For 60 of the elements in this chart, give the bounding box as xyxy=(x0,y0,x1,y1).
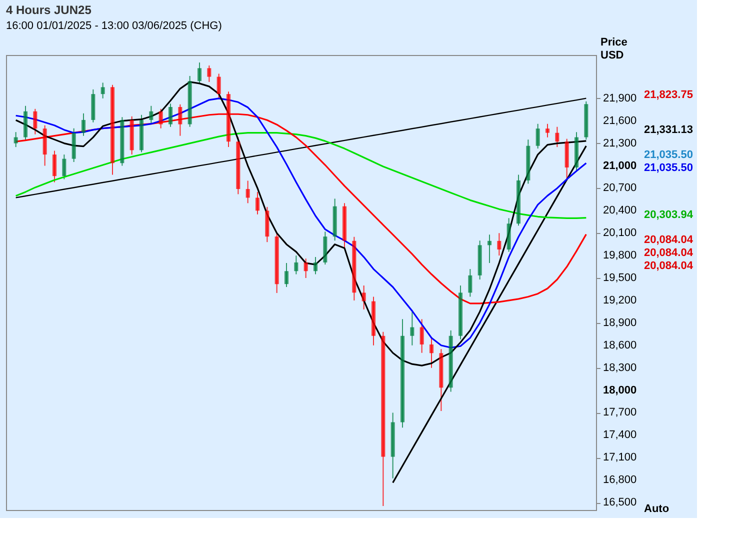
y-tick-label: 20,700 xyxy=(603,182,637,194)
candlestick xyxy=(410,311,414,346)
candlestick xyxy=(149,105,154,124)
candlestick xyxy=(33,108,38,135)
y-tick-label: 18,600 xyxy=(603,339,637,352)
candlestick xyxy=(207,64,212,82)
candlestick xyxy=(256,191,260,215)
text: 21,331.13 xyxy=(644,124,693,136)
y-tick-label: 19,500 xyxy=(603,272,637,284)
text: 21,035.50 xyxy=(644,162,693,174)
candlestick xyxy=(14,132,18,148)
y-axis-title: Price USD xyxy=(600,36,628,62)
y-tick-label: 18,000 xyxy=(603,384,637,396)
text: 21,823.75 xyxy=(644,89,693,101)
y-tick-label: 20,100 xyxy=(603,227,637,240)
y-tick-label: 19,200 xyxy=(603,294,637,306)
y-tick-label: 17,400 xyxy=(603,429,637,442)
y-tick-label: 16,800 xyxy=(603,474,637,486)
y-tick-label: 21,000 xyxy=(603,160,637,172)
chart-subtitle: 16:00 01/01/2025 - 13:00 03/06/2025 (CHG) xyxy=(6,20,222,32)
candlestick xyxy=(468,268,472,298)
text: Auto xyxy=(644,503,670,515)
candlestick xyxy=(100,82,105,99)
y-tick-label: 21,600 xyxy=(603,114,637,127)
y-tick-label: 20,400 xyxy=(603,204,637,217)
y-tick-label: 21,300 xyxy=(603,137,637,150)
candlestick xyxy=(430,337,434,368)
text: 20,084.04 xyxy=(644,234,694,246)
text: 21,035.50 xyxy=(644,149,693,161)
candlestick xyxy=(246,180,250,204)
candlestick xyxy=(294,255,298,275)
y-tick-label: 17,700 xyxy=(603,406,637,419)
text: 20,303.94 xyxy=(644,209,694,221)
y-tick-label: 17,100 xyxy=(603,452,637,464)
line-series xyxy=(15,132,587,219)
candlestick xyxy=(546,123,550,138)
y-tick-label: 16,500 xyxy=(603,496,637,509)
candlestick xyxy=(216,73,221,99)
text: 20,084.04 xyxy=(644,260,694,272)
candlestick xyxy=(198,62,202,84)
line-series xyxy=(392,145,587,484)
y-tick-label: 18,300 xyxy=(603,362,637,374)
chart-title: 4 Hours JUN25 xyxy=(6,3,92,17)
y-tick-label: 21,900 xyxy=(603,92,637,104)
candlestick xyxy=(488,234,492,264)
candlestick xyxy=(284,262,288,288)
y-tick-label: 19,800 xyxy=(603,250,637,262)
candlestick xyxy=(168,103,172,128)
candlestick xyxy=(314,256,318,275)
text: 20,084.04 xyxy=(644,247,694,259)
candlestick xyxy=(62,154,66,180)
y-tick-label: 18,900 xyxy=(603,316,637,329)
candlestick xyxy=(555,126,560,148)
candlestick xyxy=(362,284,366,310)
candlestick xyxy=(420,318,424,354)
candlestick xyxy=(536,123,540,150)
candlestick xyxy=(52,150,56,183)
candlestick xyxy=(304,258,308,279)
candlestick xyxy=(82,112,86,136)
candlestick xyxy=(497,232,502,256)
